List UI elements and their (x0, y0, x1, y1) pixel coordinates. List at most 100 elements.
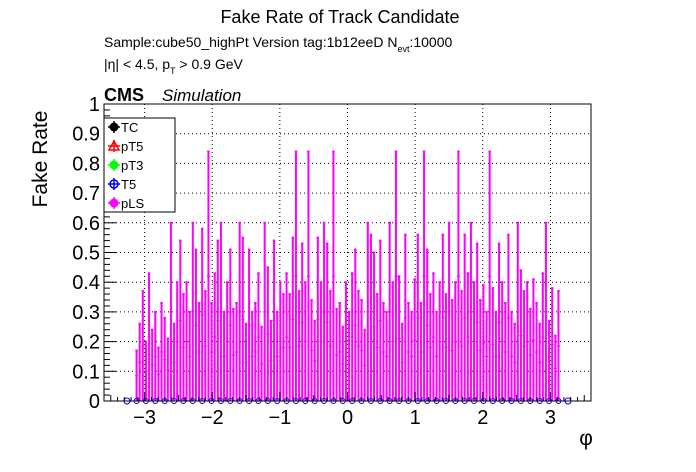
pls-bar (175, 281, 179, 401)
pls-bar (172, 322, 176, 401)
legend-marker-circle (109, 160, 119, 170)
pls-bar (359, 299, 364, 401)
legend-marker-circle (109, 122, 119, 132)
pls-bar (338, 301, 342, 401)
pls-bar (166, 337, 170, 401)
pls-bar (319, 281, 323, 401)
pls-bar (422, 150, 426, 401)
pls-bar (203, 290, 207, 401)
pls-bar (531, 278, 535, 401)
pls-bar (356, 290, 360, 401)
sample-line-prefix: Sample:cube50_highPt Version tag:1b12eeD… (104, 34, 397, 50)
legend-label: TC (121, 120, 138, 135)
pls-bar (160, 301, 164, 401)
y-tick-label: 1 (89, 94, 100, 116)
cms-label: CMS (104, 85, 144, 105)
pls-bar (219, 221, 223, 401)
x-tick-label: 0 (342, 407, 353, 429)
x-tick-label: −1 (268, 407, 291, 429)
y-tick-label: 0.6 (72, 213, 100, 235)
x-tick-label: 2 (477, 407, 488, 429)
legend-marker-circle (109, 179, 119, 189)
pls-bar (403, 233, 407, 401)
pls-bar (300, 242, 304, 401)
pls-bar (347, 310, 351, 401)
pls-bar (328, 290, 332, 401)
sample-line-suffix: :10000 (409, 34, 452, 50)
pls-bar (478, 299, 482, 401)
pls-bar (191, 221, 195, 401)
pls-bar (275, 310, 279, 401)
pls-bar (550, 287, 554, 401)
pls-bar (481, 284, 485, 401)
pls-bar (469, 221, 473, 401)
pls-bar (306, 150, 311, 401)
legend-label: T5 (121, 177, 136, 192)
pls-bar (325, 242, 329, 401)
pls-bar (297, 290, 301, 401)
pls-bar (278, 281, 282, 401)
pls-bar (210, 301, 214, 401)
pls-bar (250, 310, 254, 401)
pls-bar (188, 310, 192, 401)
pls-bar (256, 272, 261, 401)
pls-bar (225, 281, 229, 401)
pls-bar (431, 272, 435, 401)
pls-bar (450, 299, 454, 401)
plsl-series-bars (135, 150, 560, 401)
pls-bar (547, 319, 551, 401)
pls-bar (294, 150, 298, 401)
pls-bar (244, 322, 248, 401)
pls-bar (222, 310, 226, 401)
legend-entry-t5: T5 (108, 177, 136, 192)
pls-bar (150, 328, 154, 401)
pls-bar (369, 233, 373, 401)
pls-bar (384, 310, 389, 401)
cut-line-suffix: > 0.9 GeV (176, 56, 244, 72)
pls-bar (409, 310, 414, 401)
pls-bar (281, 293, 286, 401)
pls-bar (525, 281, 529, 401)
pls-bar (366, 221, 370, 401)
pls-bar (397, 275, 401, 401)
pls-bar (235, 301, 239, 401)
pls-bar (156, 346, 161, 401)
pls-bar (322, 221, 326, 401)
pls-bar (216, 239, 220, 401)
pls-bar (353, 248, 357, 401)
y-tick-label: 0.1 (72, 361, 100, 383)
pls-bar (269, 319, 273, 401)
pls-bar (413, 278, 417, 401)
pls-bar (141, 290, 145, 401)
pls-bar (434, 310, 439, 401)
pls-bar (438, 281, 442, 401)
y-axis-ticks: 0 0.1 0.2 0.3 0.4 0.5 0.6 0.7 0.8 0.9 1 (72, 94, 116, 413)
pls-bar (541, 272, 545, 401)
pls-bar (272, 239, 276, 401)
x-tick-label: 3 (545, 407, 556, 429)
legend-marker-triangle (107, 139, 121, 151)
pls-bar (553, 334, 557, 401)
pls-bar (463, 233, 467, 401)
pls-bar (488, 150, 492, 401)
pls-bar (519, 269, 523, 401)
sample-line: Sample:cube50_highPt Version tag:1b12eeD… (104, 34, 452, 54)
pls-bar (428, 293, 432, 401)
pls-bar (213, 272, 217, 401)
y-tick-label: 0.4 (72, 272, 100, 294)
pls-bar (266, 266, 270, 401)
pls-bar (138, 322, 142, 401)
pls-bar (206, 150, 211, 401)
pls-bar (372, 251, 376, 401)
cut-line: |η| < 4.5, pT > 0.9 GeV (104, 56, 244, 76)
pls-bar (197, 301, 201, 401)
sample-line-subscript: evt (397, 44, 410, 54)
pls-bar (509, 310, 514, 401)
pls-bar (135, 349, 139, 401)
y-tick-label: 0.5 (72, 243, 100, 265)
pls-bar (285, 272, 289, 401)
pls-bar (194, 248, 198, 401)
pls-bar (247, 248, 251, 401)
pls-bar (506, 233, 510, 401)
y-tick-label: 0.2 (72, 332, 100, 354)
